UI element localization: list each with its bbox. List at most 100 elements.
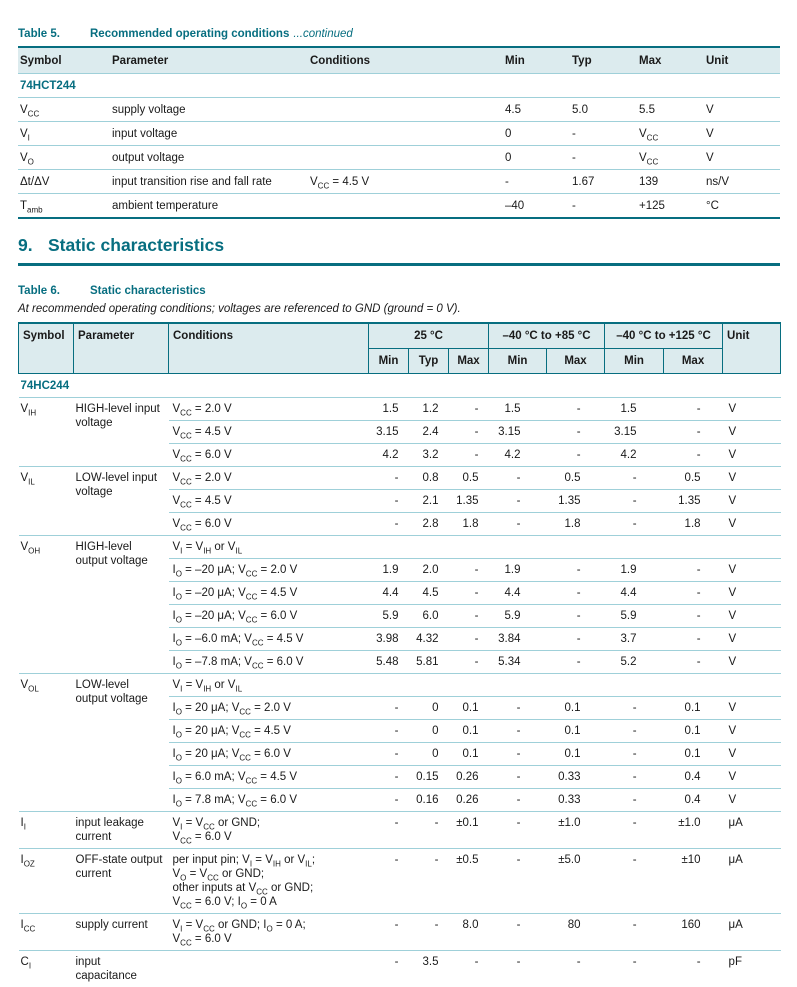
cell-typ-25c: - xyxy=(409,914,449,951)
cell-min-125c: - xyxy=(605,490,664,513)
cell-typ: - xyxy=(567,146,634,170)
table6-caption: Table 6. Static characteristics xyxy=(18,285,780,297)
part-number: 74HC244 xyxy=(19,374,781,398)
col-subheader-min: Min xyxy=(369,349,409,374)
cell-min: 4.5 xyxy=(500,98,567,122)
cell-unit: V xyxy=(701,122,780,146)
cell-max: 5.5 xyxy=(634,98,701,122)
cell-max-25c: 0.26 xyxy=(449,766,489,789)
cell-unit: V xyxy=(723,398,781,421)
section-title-text: Static characteristics xyxy=(48,235,224,256)
cell-min-25c: 4.2 xyxy=(369,444,409,467)
cell-typ-25c: 0 xyxy=(409,697,449,720)
cell-min-85c: - xyxy=(489,720,547,743)
table5-caption-title: Recommended operating conditions xyxy=(90,28,289,40)
cell-max-125c: 0.5 xyxy=(664,467,723,490)
cell-min-85c: 5.9 xyxy=(489,605,547,628)
cell-min-125c: - xyxy=(605,720,664,743)
cell-max-25c: 0.26 xyxy=(449,789,489,812)
col-header-unit: Unit xyxy=(701,47,780,74)
cell-max-85c: - xyxy=(547,444,605,467)
table6-caption-title: Static characteristics xyxy=(90,285,206,297)
cell-parameter: ambient temperature xyxy=(110,194,308,219)
table-row: VCC supply voltage 4.5 5.0 5.5 V xyxy=(18,98,780,122)
cell-conditions-note: VI = VIH or VIL xyxy=(169,674,781,697)
cell-min-85c: - xyxy=(489,513,547,536)
cell-parameter: LOW-level output voltage xyxy=(74,674,169,812)
cell-conditions xyxy=(308,194,500,219)
cell-min-125c: 1.5 xyxy=(605,398,664,421)
cell-max-25c: 8.0 xyxy=(449,914,489,951)
cell-min-25c: 5.48 xyxy=(369,651,409,674)
cell-min-25c: 1.9 xyxy=(369,559,409,582)
cell-conditions: IO = –7.8 mA; VCC = 6.0 V xyxy=(169,651,369,674)
section-heading: 9. Static characteristics xyxy=(18,235,780,266)
section-title: 9. Static characteristics xyxy=(18,235,780,256)
cell-min-125c: 1.9 xyxy=(605,559,664,582)
col-header-conditions: Conditions xyxy=(308,47,500,74)
cell-unit: V xyxy=(723,766,781,789)
cell-min-25c: - xyxy=(369,697,409,720)
section-rule xyxy=(18,263,780,266)
cell-max-85c: - xyxy=(547,628,605,651)
table6-caption-label: Table 6. xyxy=(18,285,90,297)
cell-min-125c: - xyxy=(605,951,664,987)
cell-typ-25c: 2.1 xyxy=(409,490,449,513)
cell-parameter: input leakage current xyxy=(74,812,169,849)
cell-min-125c: - xyxy=(605,789,664,812)
col-subheader-min: Min xyxy=(605,349,664,374)
cell-max-85c: - xyxy=(547,398,605,421)
cell-max-25c: - xyxy=(449,559,489,582)
cell-max-125c: ±1.0 xyxy=(664,812,723,849)
cell-unit: μA xyxy=(723,849,781,914)
table5-caption-suffix: ...continued xyxy=(293,28,352,40)
cell-min-125c: 3.7 xyxy=(605,628,664,651)
cell-min-25c: - xyxy=(369,467,409,490)
col-header-max: Max xyxy=(634,47,701,74)
cell-typ-25c: 2.0 xyxy=(409,559,449,582)
cell-max-125c: 0.4 xyxy=(664,766,723,789)
cell-max-25c: 1.35 xyxy=(449,490,489,513)
table-row: VI input voltage 0 - VCC V xyxy=(18,122,780,146)
cell-conditions: IO = 20 μA; VCC = 2.0 V xyxy=(169,697,369,720)
cell-min-85c: - xyxy=(489,697,547,720)
cell-min-125c: - xyxy=(605,849,664,914)
table-row: VOL LOW-level output voltage VI = VIH or… xyxy=(19,674,781,697)
cell-typ-25c: 6.0 xyxy=(409,605,449,628)
cell-max-85c: - xyxy=(547,951,605,987)
cell-max-125c: - xyxy=(664,651,723,674)
table-row: CI input capacitance - 3.5 - - - - - pF xyxy=(19,951,781,987)
cell-typ: - xyxy=(567,122,634,146)
cell-typ-25c: 0.15 xyxy=(409,766,449,789)
cell-max-85c: 0.1 xyxy=(547,743,605,766)
cell-typ-25c: 4.32 xyxy=(409,628,449,651)
cell-conditions: IO = –20 μA; VCC = 6.0 V xyxy=(169,605,369,628)
cell-max-125c: 0.1 xyxy=(664,697,723,720)
table6-note: At recommended operating conditions; vol… xyxy=(18,303,780,315)
table-row: II input leakage current VI = VCC or GND… xyxy=(19,812,781,849)
cell-min-85c: 1.9 xyxy=(489,559,547,582)
cell-max-125c: - xyxy=(664,421,723,444)
cell-min-85c: 4.2 xyxy=(489,444,547,467)
cell-max-85c: 0.33 xyxy=(547,789,605,812)
cell-max: +125 xyxy=(634,194,701,219)
col-subheader-min: Min xyxy=(489,349,547,374)
cell-parameter: supply current xyxy=(74,914,169,951)
cell-min-125c: 5.2 xyxy=(605,651,664,674)
cell-min-25c: - xyxy=(369,490,409,513)
cell-min-85c: - xyxy=(489,849,547,914)
table-row: VIH HIGH-level input voltage VCC = 2.0 V… xyxy=(19,398,781,421)
cell-max-125c: - xyxy=(664,582,723,605)
table-header-row: Symbol Parameter Conditions 25 °C –40 °C… xyxy=(19,323,781,349)
col-subheader-typ: Typ xyxy=(409,349,449,374)
cell-max-85c: 0.5 xyxy=(547,467,605,490)
cell-max-85c: - xyxy=(547,651,605,674)
cell-symbol: VI xyxy=(18,122,110,146)
cell-parameter: HIGH-level output voltage xyxy=(74,536,169,674)
cell-max-25c: 1.8 xyxy=(449,513,489,536)
cell-max-125c: 0.1 xyxy=(664,720,723,743)
cell-symbol: VO xyxy=(18,146,110,170)
cell-typ-25c: 3.5 xyxy=(409,951,449,987)
cell-min-85c: 4.4 xyxy=(489,582,547,605)
cell-unit: V xyxy=(723,513,781,536)
